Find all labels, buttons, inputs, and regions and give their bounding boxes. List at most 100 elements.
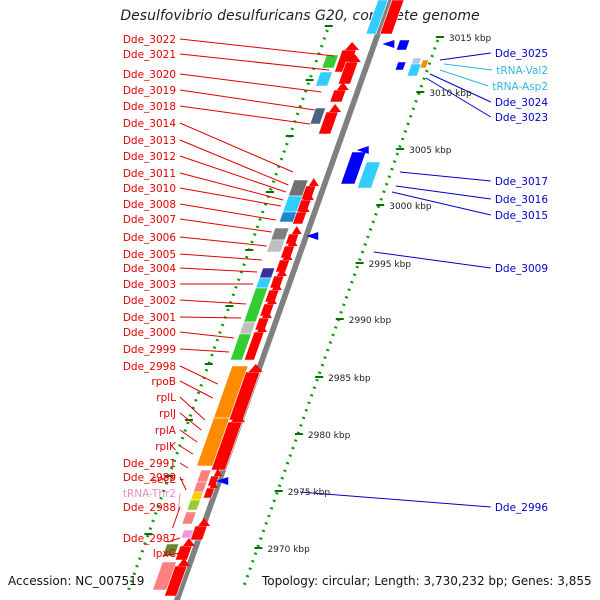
left-leader-line: [179, 412, 202, 431]
forward-strand-arrow-icon: [291, 226, 302, 234]
forward-strand-arrow-icon: [329, 104, 342, 112]
left-gene-label: Dde_3000: [123, 327, 176, 339]
forward-strand-arrow-icon: [299, 204, 310, 212]
left-leader-line: [179, 187, 281, 207]
reverse-gene-block: [379, 0, 405, 35]
forward-strand-arrow-icon: [198, 518, 211, 526]
left-gene-label: Dde_3012: [123, 151, 176, 163]
forward-gene-block: [321, 54, 339, 69]
kbp-tick-label: 2980 kbp: [308, 431, 351, 441]
reverse-strand-arrow-icon: [356, 146, 369, 154]
right-gene-label: Dde_3017: [495, 176, 548, 188]
left-gene-label: Dde_3014: [123, 118, 177, 130]
forward-gene-block: [309, 107, 327, 125]
forward-gene-block: [266, 239, 286, 253]
label-line-layer: [162, 38, 493, 557]
forward-strand-arrow-icon: [266, 296, 277, 304]
kbp-tick-label: 2985 kbp: [328, 374, 371, 384]
left-leader-line: [177, 492, 181, 513]
left-gene-label: rplK: [155, 441, 177, 453]
right-gene-label: Dde_3025: [495, 48, 548, 60]
right-leader-line: [399, 171, 491, 182]
left-gene-label: tRNA-Thr2: [123, 488, 176, 500]
forward-gene-block: [186, 499, 201, 511]
right-gene-label: Dde_3009: [495, 263, 548, 275]
forward-gene-block: [229, 333, 252, 361]
left-leader-line: [179, 218, 272, 233]
right-leader-line: [391, 191, 491, 216]
left-leader-line: [179, 462, 189, 469]
forward-gene-block: [315, 71, 333, 87]
left-leader-line: [179, 476, 187, 491]
left-gene-label: Dde_3022: [123, 34, 176, 46]
reverse-gene-block: [395, 39, 411, 51]
label-layer: 3015 kbp 3010 kbp 3005 kbp 3000 kbp 2995 kbp…: [123, 34, 549, 560]
right-gene-label: Dde_3016: [495, 194, 549, 206]
left-gene-label: Dde_3008: [123, 199, 176, 211]
left-gene-label: Dde_2998: [123, 361, 176, 373]
kbp-tick-label: 3015 kbp: [449, 34, 492, 44]
forward-gene-block: [192, 481, 208, 493]
accession-text: Accession: NC_007519: [8, 574, 145, 588]
forward-strand-arrow-icon: [209, 480, 218, 488]
right-leader-line: [373, 251, 491, 269]
left-gene-label: Dde_3006: [123, 232, 177, 244]
reverse-gene-block: [406, 63, 422, 77]
forward-strand-arrow-icon: [256, 324, 267, 332]
forward-strand-arrow-icon: [231, 414, 246, 422]
left-leader-line: [179, 203, 276, 221]
reverse-gene-block: [394, 61, 407, 71]
right-leader-line: [299, 491, 491, 508]
forward-strand-arrow-icon: [177, 558, 190, 566]
left-leader-line: [179, 172, 284, 201]
left-leader-line: [179, 236, 267, 247]
left-leader-line: [167, 537, 181, 543]
forward-strand-arrow-icon: [303, 192, 314, 200]
right-leader-line: [425, 77, 492, 118]
left-leader-line: [179, 299, 247, 305]
forward-strand-arrow-icon: [261, 310, 272, 318]
forward-gene-block: [190, 491, 204, 501]
kbp-tick-label: 3010 kbp: [429, 89, 472, 99]
left-gene-label: Dde_3002: [123, 295, 176, 307]
left-gene-label: secE: [152, 474, 176, 486]
right-leader-line: [443, 63, 493, 71]
forward-gene-block: [162, 543, 180, 557]
left-leader-line: [179, 253, 262, 261]
left-leader-line: [179, 73, 322, 93]
feature-layer: [152, 0, 430, 597]
left-gene-label: Dde_3005: [123, 249, 176, 261]
left-gene-label: Dde_3007: [123, 214, 176, 226]
genome-backbone: [174, 0, 393, 600]
left-leader-line: [179, 105, 311, 125]
left-leader-line: [179, 331, 235, 339]
left-gene-label: Dde_3019: [123, 85, 176, 97]
forward-strand-arrow-icon: [271, 282, 282, 290]
left-gene-label: Dde_3018: [123, 101, 176, 113]
left-gene-label: rplL: [156, 392, 176, 404]
left-gene-label: Dde_2988: [123, 502, 176, 514]
left-gene-label: Dde_3021: [123, 49, 176, 61]
reverse-gene-block: [365, 0, 389, 35]
left-leader-line: [179, 53, 330, 71]
right-leader-line: [439, 69, 489, 87]
kbp-tick-label: 3000 kbp: [389, 202, 432, 212]
forward-gene-block: [196, 469, 212, 483]
left-gene-label: Dde_2987: [123, 533, 176, 545]
left-gene-label: Dde_3011: [123, 168, 176, 180]
forward-strand-arrow-icon: [248, 364, 263, 372]
left-gene-label: lpxC: [153, 548, 176, 560]
left-leader-line: [179, 139, 289, 186]
forward-strand-arrow-icon: [183, 538, 196, 546]
left-leader-line: [172, 506, 181, 529]
left-leader-line: [162, 552, 181, 557]
forward-gene-block: [270, 227, 290, 241]
left-gene-label: Dde_3010: [123, 183, 176, 195]
left-gene-label: Dde_3003: [123, 279, 176, 291]
forward-strand-arrow-icon: [287, 238, 298, 246]
topology-text: Topology: circular; Length: 3,730,232 bp…: [262, 574, 592, 588]
forward-strand-arrow-icon: [282, 252, 293, 260]
reverse-strand-arrow-icon: [216, 477, 229, 485]
forward-gene-block: [189, 525, 208, 541]
forward-strand-arrow-icon: [348, 54, 361, 62]
